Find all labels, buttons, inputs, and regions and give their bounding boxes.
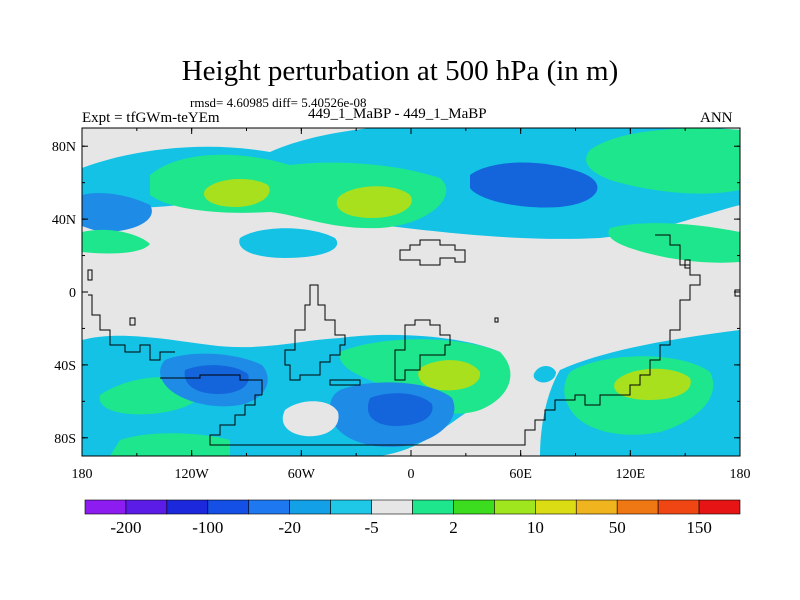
- lon-tick-label: 60W: [288, 467, 316, 482]
- colorbar-label: -200: [110, 518, 141, 537]
- coastline-africa: [394, 319, 451, 381]
- contour-fill-layer: [82, 128, 740, 456]
- contour-north-east-green: [608, 223, 740, 263]
- contour-west-green-strip: [82, 229, 150, 254]
- colorbar-swatch: [535, 499, 577, 515]
- lon-tick-label: 120E: [616, 467, 646, 482]
- coastline-west-edge: [87, 269, 175, 361]
- contour-south-yellow-east: [614, 368, 691, 400]
- colorbar-swatch: [412, 499, 454, 515]
- lat-tick-label: 0: [69, 286, 76, 301]
- colorbar-swatch: [289, 499, 331, 515]
- contour-mid-blue-patch: [239, 228, 338, 258]
- plot-title: Height perturbation at 500 hPa (in m): [181, 55, 619, 87]
- colorbar: -200 -100 -20 -5 2 10 50 150: [84, 499, 741, 537]
- colorbar-swatch: [616, 499, 659, 515]
- colorbar-label: -20: [278, 518, 301, 537]
- lon-tick-label: 180: [730, 467, 751, 482]
- colorbar-label: 150: [686, 518, 712, 537]
- colorbar-label: 50: [609, 518, 626, 537]
- lat-tick-label: 40N: [52, 213, 76, 228]
- coastline-eurasia: [399, 239, 466, 266]
- lat-tick-label: 80S: [54, 432, 76, 447]
- coastline-australia-asia: [209, 234, 701, 446]
- coastline-antarctic-peninsula: [160, 374, 361, 395]
- colorbar-swatch: [84, 499, 127, 515]
- colorbar-label: -5: [364, 518, 378, 537]
- colorbar-label: 2: [449, 518, 458, 537]
- experiment-label: Expt = tfGWm-teYEm: [82, 110, 220, 126]
- colorbar-label: -100: [192, 518, 223, 537]
- colorbar-swatch: [494, 499, 536, 515]
- contour-south-deep-blue-center: [367, 393, 433, 426]
- colorbar-swatch: [453, 499, 495, 515]
- colorbar-swatch: [698, 499, 741, 515]
- contour-south-neutral-hole: [282, 401, 339, 437]
- lon-tick-label: 180: [72, 467, 93, 482]
- contour-north-band-green-right: [586, 128, 740, 194]
- colorbar-swatch: [330, 499, 372, 515]
- colorbar-swatch: [207, 499, 250, 515]
- contour-small-blue-patch: [533, 366, 556, 383]
- longitude-axis: 180 120W 60W 0 60E 120E 180: [72, 128, 751, 482]
- colorbar-swatch: [575, 499, 618, 515]
- colorbar-swatch: [166, 499, 209, 515]
- contour-south-deep-blue-west: [184, 365, 249, 394]
- colorbar-swatch: [657, 499, 700, 515]
- lat-tick-label: 40S: [54, 359, 76, 374]
- colorbar-swatch: [248, 499, 290, 515]
- rmsd-diff-stats: rmsd= 4.60985 diff= 5.40526e-08: [190, 95, 367, 110]
- colorbar-swatch: [371, 499, 413, 515]
- lon-tick-label: 0: [408, 467, 415, 482]
- contour-north-deep-blue: [470, 162, 598, 208]
- contour-north-yellow-east: [336, 186, 412, 218]
- lon-tick-label: 120W: [175, 467, 210, 482]
- season-label: ANN: [700, 110, 733, 126]
- colorbar-swatch: [125, 499, 168, 515]
- run-comparison-label: 449_1_MaBP - 449_1_MaBP: [308, 106, 487, 122]
- colorbar-label: 10: [527, 518, 544, 537]
- contour-north-mid-blue: [82, 193, 152, 232]
- coastline-south-america: [284, 284, 346, 381]
- contour-south-green-bottom: [110, 433, 230, 456]
- latitude-axis: 80N 40N 0 40S 80S: [52, 140, 740, 447]
- lon-tick-label: 60E: [509, 467, 532, 482]
- contour-south-yellow-center: [418, 360, 481, 391]
- lat-tick-label: 80N: [52, 140, 76, 155]
- contour-north-yellow-west: [204, 178, 270, 207]
